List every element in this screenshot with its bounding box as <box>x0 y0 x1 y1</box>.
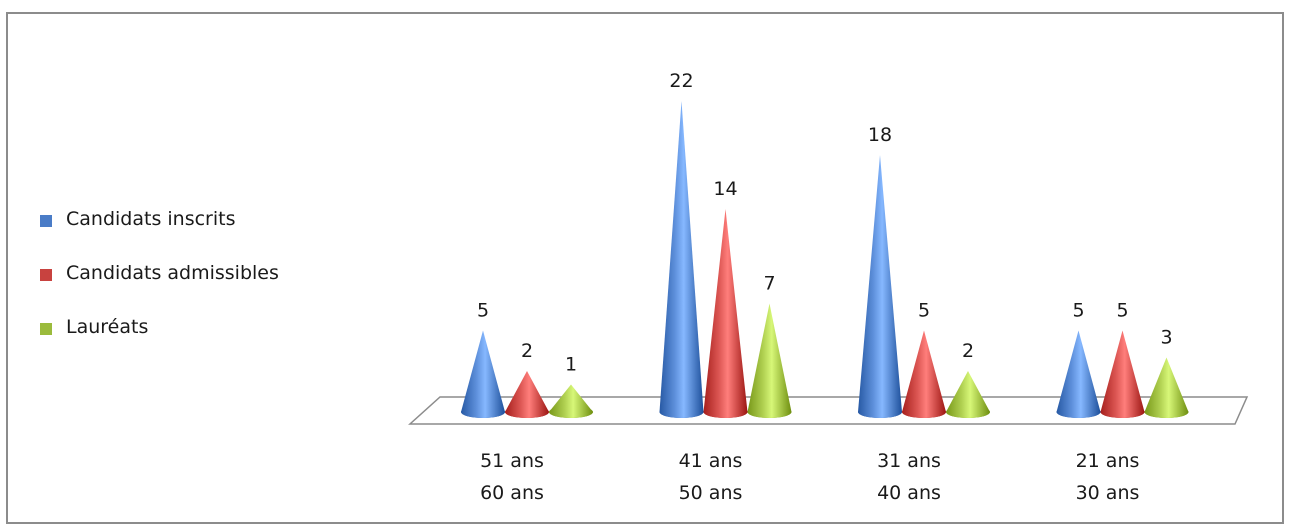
legend-swatch-laureats <box>40 323 52 335</box>
x-tick-label-3-0: 21 ans <box>1076 450 1140 472</box>
cone-body <box>1144 357 1189 419</box>
chart-floor <box>408 396 1249 425</box>
data-label-3-2: 3 <box>1160 327 1172 349</box>
data-label-2-0: 18 <box>868 124 892 146</box>
cone-mark-0-1 <box>505 371 549 418</box>
data-label-2-2: 2 <box>962 340 974 362</box>
x-tick-label-2-1: 40 ans <box>877 482 941 504</box>
x-axis-ticks: 51 ans 60 ans 41 ans 50 ans 31 ans 40 ans 21 a… <box>480 450 1139 504</box>
cone-body <box>946 371 990 418</box>
cone-mark-3-1 <box>1100 330 1145 419</box>
cone-body <box>505 371 549 418</box>
chart-labels: 5 2 1 22 14 7 18 5 2 5 5 3 <box>477 70 1173 376</box>
data-label-1-2: 7 <box>763 273 775 295</box>
data-label-0-2: 1 <box>565 354 577 376</box>
data-label-1-1: 14 <box>713 178 737 200</box>
cone-mark-0-2 <box>549 384 593 418</box>
cone-body <box>747 303 792 419</box>
legend-label-inscrits: Candidats inscrits <box>66 208 236 230</box>
x-tick-label-1-1: 50 ans <box>679 482 743 504</box>
cone-mark-2-1 <box>902 330 946 418</box>
x-tick-label-0-0: 51 ans <box>480 450 544 472</box>
cone-mark-2-0 <box>858 155 902 418</box>
legend-label-admissibles: Candidats admissibles <box>66 262 279 284</box>
cone-body <box>461 330 505 418</box>
cone-body <box>659 101 704 419</box>
data-label-0-1: 2 <box>521 340 533 362</box>
cone-mark-1-0 <box>659 101 704 419</box>
data-label-2-1: 5 <box>918 300 930 322</box>
cone-body <box>902 330 946 418</box>
cone-mark-2-2 <box>946 371 990 418</box>
data-label-3-0: 5 <box>1072 300 1084 322</box>
cone-mark-1-2 <box>747 303 792 419</box>
legend-swatch-inscrits <box>40 215 52 227</box>
chart-frame <box>6 12 1284 524</box>
cone-body <box>549 384 593 418</box>
x-tick-label-1-0: 41 ans <box>679 450 743 472</box>
cone-mark-0-0 <box>461 330 505 418</box>
cone-body <box>858 155 902 418</box>
cone-body <box>703 209 748 418</box>
cone-mark-3-0 <box>1056 330 1101 419</box>
cone-mark-3-2 <box>1144 357 1189 419</box>
legend-label-laureats: Lauréats <box>66 316 149 338</box>
data-label-1-0: 22 <box>669 70 693 92</box>
x-tick-label-3-1: 30 ans <box>1076 482 1140 504</box>
chart-marks <box>461 101 1189 419</box>
data-label-3-1: 5 <box>1116 300 1128 322</box>
cone-mark-1-1 <box>703 209 748 418</box>
x-tick-label-2-0: 31 ans <box>877 450 941 472</box>
cone-body <box>1056 330 1101 419</box>
legend-swatch-admissibles <box>40 269 52 281</box>
x-tick-label-0-1: 60 ans <box>480 482 544 504</box>
data-label-0-0: 5 <box>477 300 489 322</box>
cone-body <box>1100 330 1145 419</box>
